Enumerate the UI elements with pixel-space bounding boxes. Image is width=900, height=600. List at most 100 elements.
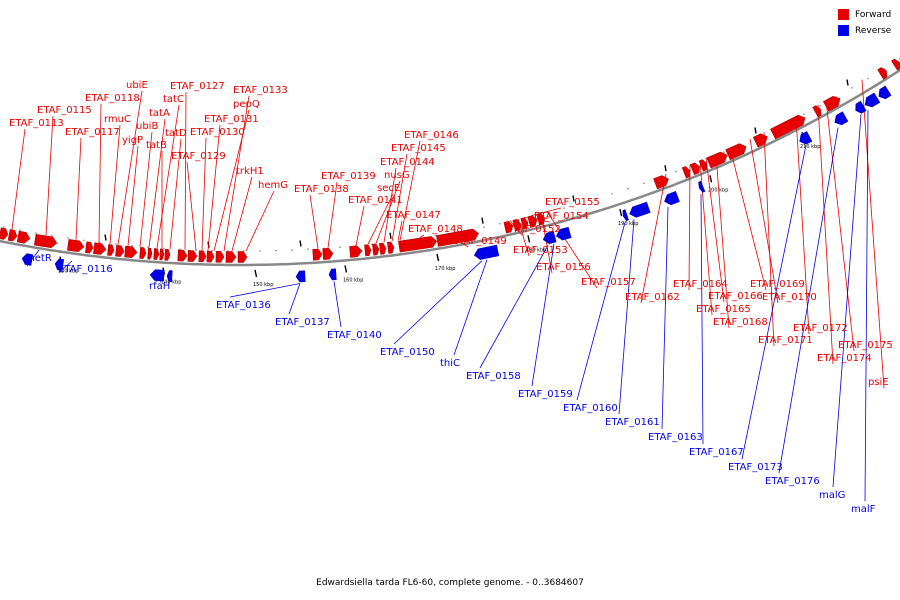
forward-gene-label: ETAF_0156 bbox=[536, 262, 591, 273]
forward-gene-label: ETAF_0139 bbox=[321, 171, 376, 182]
reverse-gene bbox=[473, 244, 500, 260]
label-connector bbox=[700, 194, 704, 445]
track-dot bbox=[99, 241, 101, 244]
forward-gene bbox=[387, 241, 395, 254]
track-dot bbox=[307, 248, 309, 251]
track-dot bbox=[51, 234, 53, 237]
reverse-gene-label: malF bbox=[851, 504, 876, 515]
label-connector bbox=[327, 181, 338, 248]
legend-forward: Forward bbox=[838, 8, 891, 24]
label-connector bbox=[531, 243, 555, 387]
forward-gene-label: trkH1 bbox=[236, 166, 264, 177]
forward-gene-label: ETAF_0118 bbox=[85, 93, 140, 104]
scale-tick-label: 170 kbp bbox=[435, 266, 455, 272]
forward-gene-label: ETAF_0145 bbox=[391, 143, 446, 154]
reverse-gene bbox=[622, 209, 629, 222]
track-dot bbox=[819, 104, 821, 107]
forward-gene-label: tatD bbox=[165, 128, 187, 139]
forward-gene bbox=[681, 166, 691, 179]
track-dot bbox=[803, 113, 805, 116]
label-connector bbox=[231, 176, 253, 252]
label-connector bbox=[139, 131, 153, 247]
forward-gene-label: ETAF_0174 bbox=[817, 353, 872, 364]
forward-gene-label: ETAF_0168 bbox=[713, 317, 768, 328]
forward-gene bbox=[536, 213, 546, 226]
forward-gene-label: ETAF_0113 bbox=[9, 118, 64, 129]
reverse-gene-label: ETAF_0150 bbox=[380, 347, 435, 358]
legend-forward-label: Forward bbox=[855, 10, 892, 20]
forward-gene bbox=[752, 133, 768, 148]
label-connector bbox=[186, 161, 197, 251]
genome-backbone bbox=[0, 68, 900, 267]
forward-gene bbox=[147, 247, 153, 260]
label-connector bbox=[763, 132, 775, 347]
label-connector bbox=[229, 283, 301, 298]
label-connector bbox=[393, 260, 483, 345]
forward-gene bbox=[7, 229, 18, 242]
scale-tick-label: 180 kbp bbox=[526, 247, 546, 253]
reverse-gene-label: thiC bbox=[440, 358, 460, 369]
reverse-gene-label: ETAF_0116 bbox=[58, 264, 113, 275]
forward-gene bbox=[115, 244, 125, 257]
forward-gene bbox=[812, 105, 822, 118]
label-connector bbox=[156, 104, 180, 249]
label-connector bbox=[375, 180, 401, 244]
minor-tick bbox=[104, 234, 107, 241]
reverse-gene bbox=[698, 180, 706, 193]
forward-gene bbox=[503, 220, 514, 234]
forward-gene-label: ETAF_0165 bbox=[696, 304, 751, 315]
forward-swatch bbox=[838, 9, 849, 20]
forward-gene bbox=[349, 245, 363, 258]
forward-gene-label: ETAF_0115 bbox=[37, 105, 92, 116]
scale-tick bbox=[344, 265, 348, 273]
forward-gene bbox=[206, 250, 215, 263]
reverse-gene bbox=[542, 230, 557, 244]
label-connector bbox=[207, 124, 221, 251]
label-connector bbox=[795, 116, 810, 335]
label-connector bbox=[397, 220, 403, 241]
forward-gene bbox=[689, 162, 700, 176]
forward-gene-label: ETAF_0146 bbox=[404, 130, 459, 141]
forward-gene-label: ETAF_0129 bbox=[171, 151, 226, 162]
forward-gene-label: pepQ bbox=[233, 99, 260, 110]
reverse-gene bbox=[799, 131, 813, 145]
scale-tick bbox=[254, 269, 258, 278]
forward-gene-label: ETAF_0171 bbox=[758, 335, 813, 346]
forward-gene-label: ETAF_0149 bbox=[452, 236, 507, 247]
forward-gene-label: rmuC bbox=[104, 114, 131, 125]
forward-gene-label: ETAF_0172 bbox=[793, 323, 848, 334]
forward-gene-label: ETAF_0117 bbox=[65, 127, 120, 138]
legend: Forward Reverse bbox=[838, 8, 891, 40]
forward-gene-label: ETAF_0138 bbox=[294, 184, 349, 195]
reverse-gene-label: malG bbox=[819, 490, 845, 501]
forward-gene bbox=[436, 228, 479, 247]
forward-gene-label: ETAF_0170 bbox=[762, 292, 817, 303]
track-dot bbox=[851, 87, 853, 89]
forward-gene-label: ETAF_0175 bbox=[838, 340, 893, 351]
track-dot bbox=[291, 249, 293, 252]
label-connector bbox=[688, 164, 691, 291]
forward-gene-label: ETAF_0166 bbox=[708, 291, 763, 302]
forward-gene bbox=[198, 250, 207, 263]
minor-tick bbox=[389, 232, 392, 239]
genome-caption: Edwardsiella tarda FL6-60, complete geno… bbox=[316, 578, 584, 588]
reverse-gene bbox=[54, 258, 65, 271]
minor-tick bbox=[754, 127, 757, 134]
forward-gene-label: ETAF_0153 bbox=[513, 245, 568, 256]
forward-gene bbox=[67, 239, 85, 253]
track-dot bbox=[595, 198, 597, 200]
forward-gene bbox=[520, 217, 529, 230]
reverse-swatch bbox=[838, 25, 849, 36]
forward-gene-label: ETAF_0154 bbox=[534, 211, 589, 222]
forward-gene-label: yigP bbox=[122, 135, 143, 146]
label-connector bbox=[419, 234, 425, 238]
reverse-gene-label: ETAF_0137 bbox=[275, 317, 330, 328]
forward-gene-label: ETAF_0169 bbox=[750, 279, 805, 290]
reverse-gene-label: ETAF_0176 bbox=[765, 476, 820, 487]
reverse-gene-label: ETAF_0173 bbox=[728, 462, 783, 473]
track-dot bbox=[115, 243, 117, 246]
label-connector bbox=[184, 91, 187, 250]
forward-gene-label: ETAF_0155 bbox=[545, 197, 600, 208]
reverse-gene-label: ETAF_0160 bbox=[563, 403, 618, 414]
label-connector bbox=[98, 103, 102, 243]
